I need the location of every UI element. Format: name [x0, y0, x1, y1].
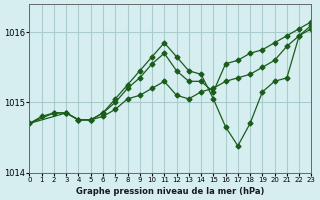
X-axis label: Graphe pression niveau de la mer (hPa): Graphe pression niveau de la mer (hPa)	[76, 187, 265, 196]
